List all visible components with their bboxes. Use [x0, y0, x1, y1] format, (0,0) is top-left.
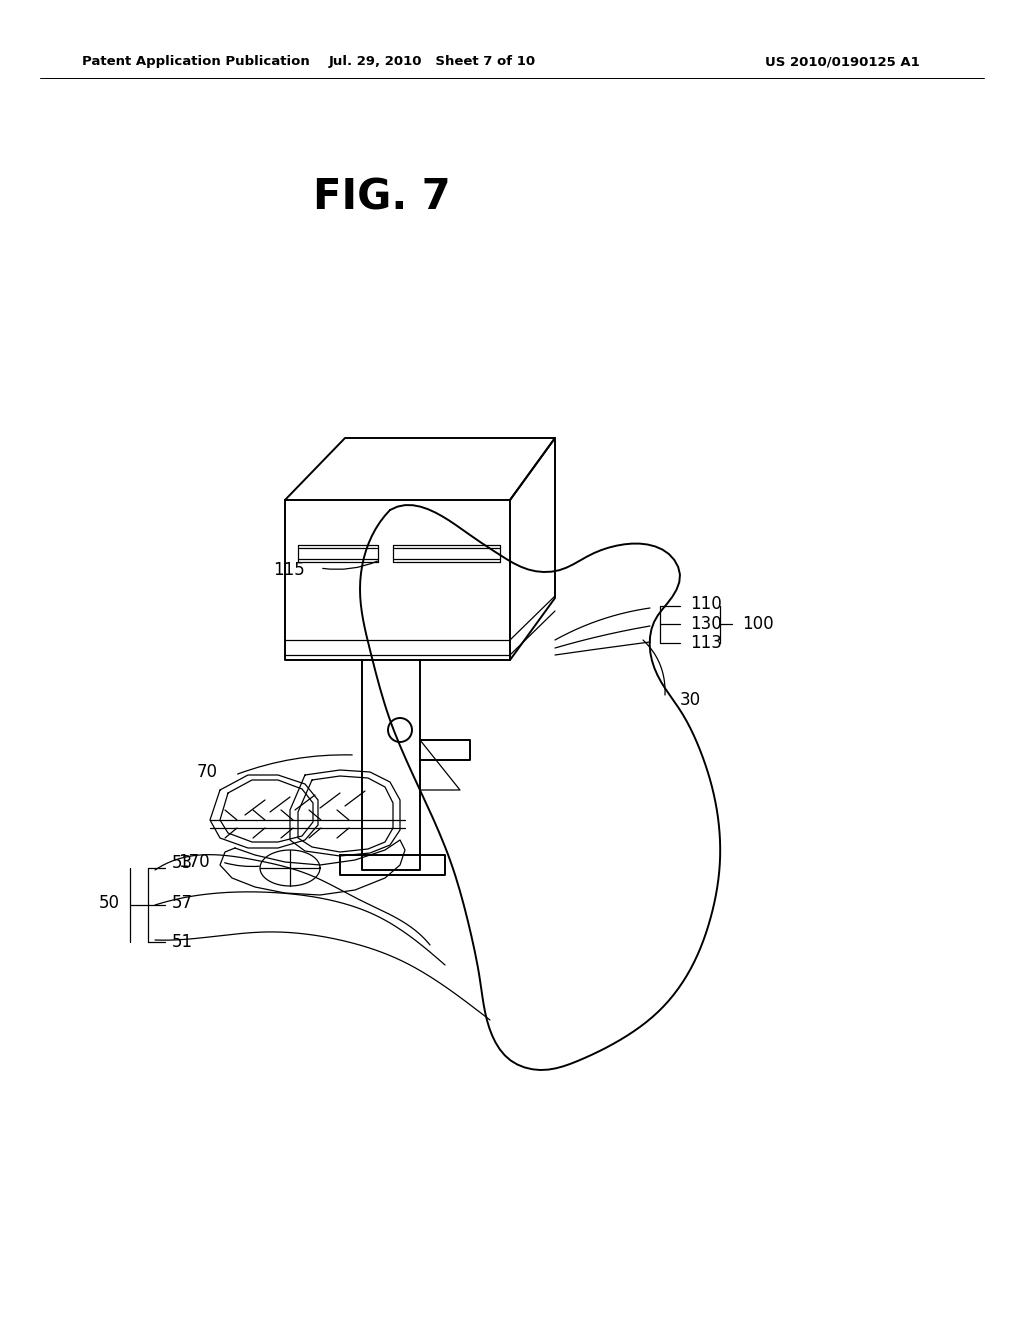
Text: Patent Application Publication: Patent Application Publication [82, 55, 309, 69]
Text: Jul. 29, 2010   Sheet 7 of 10: Jul. 29, 2010 Sheet 7 of 10 [329, 55, 536, 69]
Text: 113: 113 [690, 634, 722, 652]
Text: 30: 30 [680, 690, 701, 709]
Text: 170: 170 [178, 853, 210, 871]
Text: 51: 51 [172, 933, 194, 950]
Text: 110: 110 [690, 595, 722, 612]
Text: 100: 100 [742, 615, 773, 634]
Text: FIG. 7: FIG. 7 [313, 177, 451, 219]
Text: US 2010/0190125 A1: US 2010/0190125 A1 [765, 55, 920, 69]
Text: 115: 115 [273, 561, 305, 579]
Text: 53: 53 [172, 854, 194, 873]
Text: 70: 70 [197, 763, 218, 781]
Text: 50: 50 [99, 894, 120, 912]
Text: 57: 57 [172, 894, 193, 912]
Text: 130: 130 [690, 615, 722, 634]
